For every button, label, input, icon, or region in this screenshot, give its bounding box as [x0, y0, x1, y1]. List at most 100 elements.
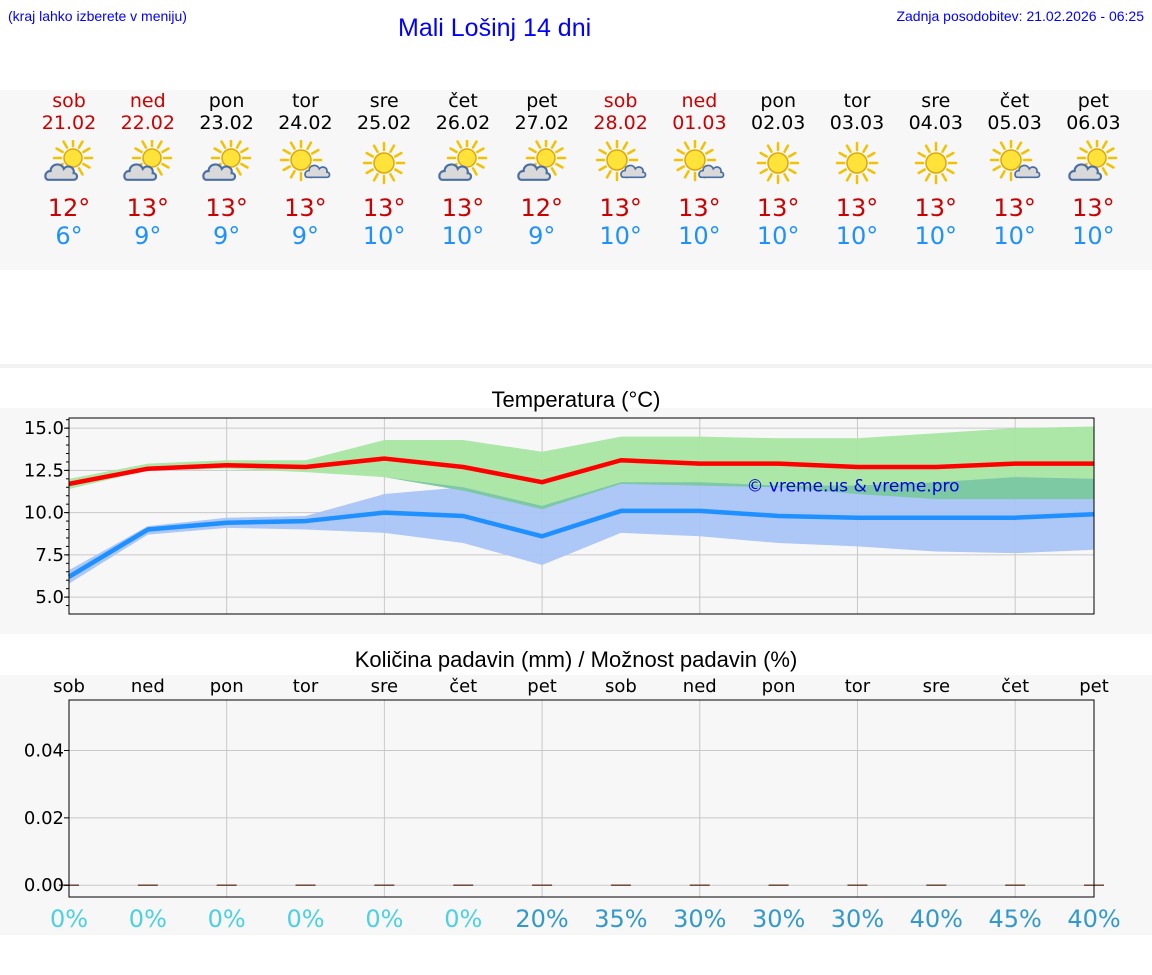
day-date: 02.03	[750, 112, 806, 134]
forecast-day: pon 23.02 13° 9°	[187, 90, 267, 250]
forecast-row: sob 21.02 12° 6° ned 22.02 13° 9° pon 23.02 13° 9° t…	[0, 90, 1152, 270]
x-day-label: sob	[53, 676, 85, 697]
forecast-day: čet 26.02 13° 10°	[423, 90, 503, 250]
sun-cloud-icon	[123, 140, 173, 181]
temperature-chart-title: Temperatura (°C)	[491, 387, 661, 412]
min-temp: 9°	[528, 222, 556, 250]
x-day-label: čet	[449, 676, 477, 697]
forecast-day: sre 25.02 13° 10°	[344, 90, 424, 250]
x-day-label: sre	[371, 676, 398, 697]
forecast-day: sob 21.02 12° 6°	[29, 90, 109, 250]
x-day-label: sre	[923, 676, 950, 697]
forecast-day: ned 22.02 13° 9°	[108, 90, 188, 250]
y-tick-label: 10.0	[24, 503, 64, 524]
sun-cloud-icon	[201, 140, 251, 181]
forecast-day: sob 28.02 13° 10°	[581, 90, 661, 250]
max-temp: 13°	[362, 194, 406, 222]
precip-bar	[295, 884, 316, 886]
menu-hint: (kraj lahko izberete v meniju)	[8, 8, 187, 24]
sun-small-cloud-icon	[989, 140, 1040, 182]
x-day-label: ned	[131, 676, 165, 697]
min-temp: 9°	[134, 222, 162, 250]
x-day-label: tor	[845, 676, 871, 697]
day-name: čet	[999, 90, 1030, 112]
min-temp: 10°	[678, 222, 721, 250]
min-range-band	[69, 477, 1094, 584]
precip-plot-area	[69, 700, 1094, 897]
forecast-day: pet 27.02 12° 9°	[502, 90, 582, 250]
min-temp: 10°	[756, 222, 800, 250]
precip-probability: 20%	[515, 905, 568, 933]
precip-bar	[453, 884, 474, 886]
sun-cloud-icon	[1068, 140, 1118, 181]
min-temp: 10°	[914, 222, 958, 250]
sun-small-cloud-icon	[280, 140, 331, 182]
max-temp: 13°	[205, 194, 248, 222]
forecast-day: ned 01.03 13° 10°	[659, 90, 739, 250]
sun-icon	[914, 141, 958, 185]
y-tick-label: 7.5	[35, 545, 64, 566]
day-date: 28.02	[593, 112, 648, 134]
precip-bar	[689, 884, 710, 886]
x-day-label: sob	[605, 676, 637, 697]
precip-probability: 45%	[988, 905, 1041, 933]
forecast-day: pon 02.03 13° 10°	[738, 90, 818, 250]
precip-bar	[216, 884, 237, 886]
forecast-day: pet 06.03 13° 10°	[1053, 90, 1133, 250]
precip-bar	[847, 884, 868, 886]
day-date: 25.02	[356, 112, 412, 134]
max-temp: 13°	[599, 194, 642, 222]
day-name: sob	[603, 90, 638, 112]
max-temp: 12°	[520, 194, 564, 222]
divider	[0, 364, 1152, 368]
y-tick-label: 0.04	[24, 741, 64, 762]
max-temp: 13°	[756, 194, 800, 222]
max-temp: 13°	[835, 194, 879, 222]
day-date: 06.03	[1066, 112, 1121, 134]
temp-plot-frame	[68, 417, 1095, 615]
precip-probability: 0%	[286, 905, 324, 933]
day-date: 21.02	[41, 112, 97, 134]
forecast-day: tor 03.03 13° 10°	[817, 90, 897, 250]
min-temp: 10°	[441, 222, 485, 250]
precip-probability: 35%	[594, 905, 647, 933]
min-temp: 10°	[993, 222, 1036, 250]
precip-probability: 30%	[673, 905, 726, 933]
precip-probability: 0%	[50, 905, 88, 933]
day-name: pet	[526, 90, 558, 112]
min-temp: 6°	[55, 222, 83, 250]
sun-icon	[362, 141, 406, 185]
day-name: pon	[208, 90, 245, 112]
sun-small-cloud-icon	[674, 140, 725, 182]
precip-probability: 40%	[1067, 905, 1120, 933]
sun-icon	[835, 141, 879, 185]
x-day-label: čet	[1001, 676, 1029, 697]
min-temp: 10°	[599, 222, 642, 250]
day-name: tor	[291, 90, 319, 112]
min-temp: 10°	[362, 222, 406, 250]
sun-small-cloud-icon	[595, 140, 646, 182]
y-tick-label: 15.0	[24, 418, 64, 439]
day-name: čet	[448, 90, 478, 112]
precip-bar	[532, 884, 553, 886]
day-date: 27.02	[514, 112, 569, 134]
precip-bar	[768, 884, 789, 886]
max-temp: 13°	[284, 194, 327, 222]
max-temp-line	[68, 456, 1094, 487]
forecast-day: sre 04.03 13° 10°	[896, 90, 976, 250]
day-name: ned	[681, 90, 718, 112]
min-temp-line	[67, 508, 1095, 579]
day-name: sre	[921, 90, 951, 112]
precipitation-chart: 0.00 0.02 0.04 sob ned pon tor sre čet pet sob ned p…	[24, 676, 1121, 933]
max-temp: 13°	[914, 194, 958, 222]
x-day-label: pon	[762, 676, 796, 697]
last-update: Zadnja posodobitev: 21.02.2026 - 06:25	[896, 8, 1144, 24]
watermark: © vreme.us & vreme.pro	[746, 477, 959, 497]
y-tick-label: 0.02	[24, 808, 64, 829]
sun-icon	[756, 141, 800, 185]
page-title: Mali Lošinj 14 dni	[398, 14, 592, 42]
day-date: 01.03	[672, 112, 727, 134]
x-day-label: pon	[210, 676, 244, 697]
sun-cloud-icon	[517, 140, 567, 181]
day-name: ned	[129, 90, 166, 112]
